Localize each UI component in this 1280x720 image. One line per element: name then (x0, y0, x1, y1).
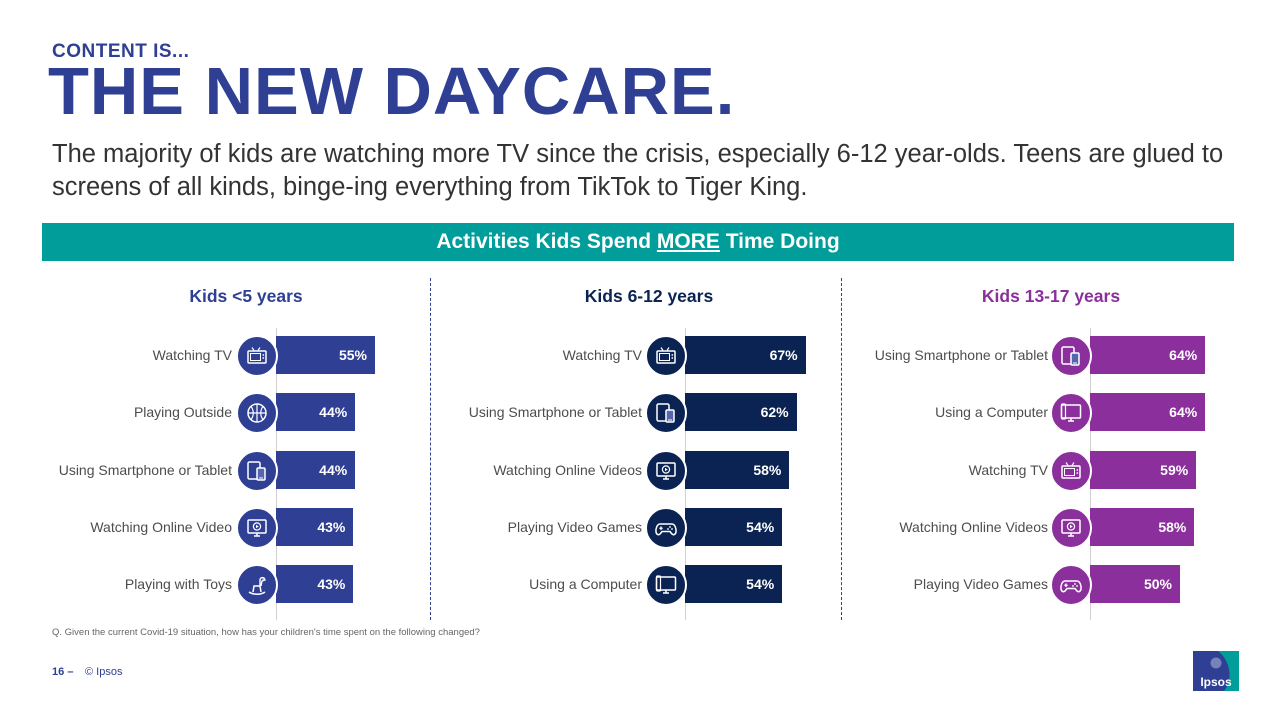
rocking-horse-icon (236, 564, 278, 606)
category-label: Watching TV (968, 462, 1048, 478)
value-label: 43% (317, 519, 346, 535)
value-label: 54% (746, 519, 775, 535)
value-label: 58% (753, 462, 782, 478)
phone-tablet-icon (236, 450, 278, 492)
category-label: Watching TV (562, 347, 642, 363)
category-label: Playing Video Games (913, 576, 1048, 592)
kicker: CONTENT IS... (52, 41, 190, 62)
subtitle: The majority of kids are watching more T… (52, 140, 1224, 201)
category-label: Playing Outside (133, 404, 232, 420)
logo-text: Ipsos (1200, 675, 1232, 689)
category-label: Using Smartphone or Tablet (468, 404, 642, 420)
survey-question: Q. Given the current Covid-19 situation,… (52, 627, 480, 638)
value-label: 43% (317, 576, 346, 592)
bar (276, 565, 354, 603)
category-label: Using Smartphone or Tablet (58, 462, 232, 478)
value-label: 64% (1169, 404, 1198, 420)
panel-divider (430, 278, 431, 620)
chart-banner: Activities Kids Spend MORE Time Doing (42, 223, 1234, 261)
computer-icon (1050, 392, 1092, 434)
value-label: 58% (1158, 519, 1187, 535)
bar (685, 451, 790, 489)
ipsos-logo: Ipsos (1193, 651, 1239, 691)
category-label: Watching Online Video (90, 519, 232, 535)
category-label: Playing Video Games (507, 519, 642, 535)
online-video-icon (645, 450, 687, 492)
chart-title: Kids 6-12 years (584, 286, 714, 306)
page-title: THE NEW DAYCARE. (48, 54, 736, 129)
gamepad-icon (1050, 564, 1092, 606)
bar (1090, 336, 1206, 374)
category-label: Using Smartphone or Tablet (874, 347, 1048, 363)
value-label: 59% (1160, 462, 1189, 478)
value-label: 50% (1143, 576, 1172, 592)
tv-icon (236, 335, 278, 377)
bar (1090, 508, 1195, 546)
phone-tablet-icon (1050, 335, 1092, 377)
banner-emphasis: MORE (656, 230, 720, 253)
category-label: Watching Online Videos (899, 519, 1048, 535)
phone-tablet-icon (645, 392, 687, 434)
bar (1090, 393, 1206, 431)
online-video-icon (236, 507, 278, 549)
panel-divider (841, 278, 842, 620)
bar (1090, 451, 1197, 489)
chart-title: Kids 13-17 years (981, 286, 1121, 306)
bar (276, 336, 375, 374)
bar (276, 508, 354, 546)
gamepad-icon (645, 507, 687, 549)
banner-suffix: Time Doing (719, 230, 840, 253)
computer-icon (645, 564, 687, 606)
category-label: Watching TV (152, 347, 232, 363)
bar (685, 565, 783, 603)
page-number: 16 – (52, 666, 74, 678)
bar (685, 508, 783, 546)
value-label: 44% (319, 462, 348, 478)
value-label: 67% (769, 347, 798, 363)
tv-icon (645, 335, 687, 377)
copyright: © Ipsos (85, 666, 123, 678)
basketball-icon (236, 392, 278, 434)
bar (276, 393, 356, 431)
bar (685, 393, 797, 431)
category-label: Playing with Toys (124, 576, 232, 592)
chart-title: Kids <5 years (189, 286, 303, 306)
value-label: 55% (338, 347, 367, 363)
banner-prefix: Activities Kids Spend (436, 230, 657, 253)
bar (1090, 565, 1180, 603)
value-label: 44% (319, 404, 348, 420)
value-label: 54% (746, 576, 775, 592)
bar (685, 336, 806, 374)
value-label: 62% (760, 404, 789, 420)
bar (276, 451, 356, 489)
tv-icon (1050, 450, 1092, 492)
online-video-icon (1050, 507, 1092, 549)
category-label: Watching Online Videos (493, 462, 642, 478)
value-label: 64% (1169, 347, 1198, 363)
category-label: Using a Computer (529, 576, 642, 592)
category-label: Using a Computer (935, 404, 1048, 420)
